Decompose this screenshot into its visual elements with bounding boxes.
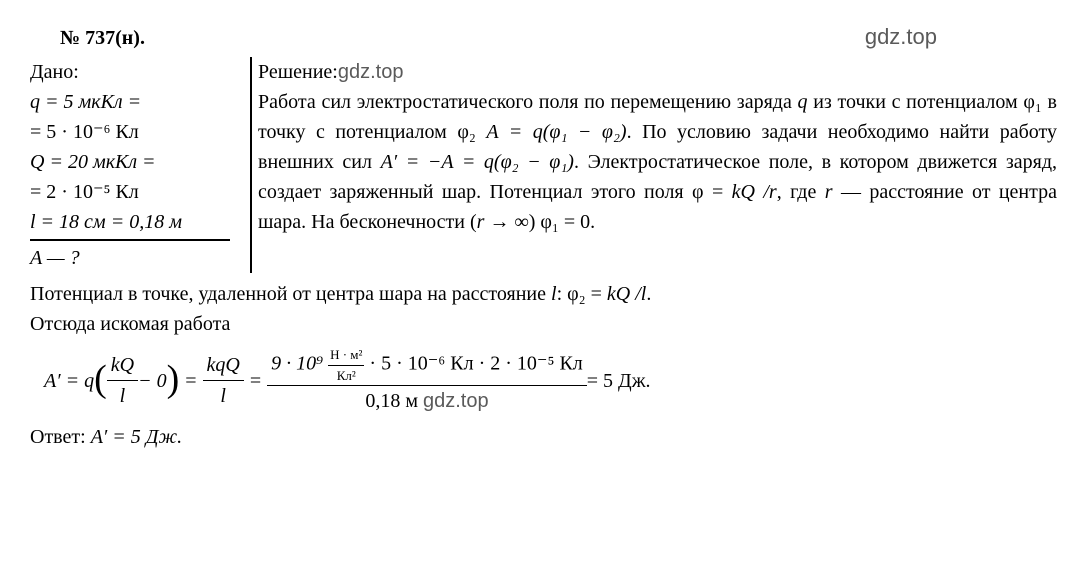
below-text-3: Отсюда искомая работа: [30, 313, 230, 335]
answer-value: A′ = 5 Дж.: [91, 426, 182, 448]
solution-eq-1: A = q(φ₁ − φ₂): [486, 121, 626, 143]
given-Q-line2: = 2 · 10⁻⁵ Кл: [30, 177, 250, 207]
watermark-inline-2: gdz.top: [423, 390, 489, 412]
given-title: Дано:: [30, 57, 250, 87]
eq-big-den: 0,18 м gdz.top: [267, 386, 587, 416]
eq-big-num-1: 9 · 10⁹: [271, 353, 328, 375]
vertical-divider: [250, 57, 252, 273]
eq-frac-1-den: l: [107, 381, 138, 411]
solution-title: Решение:: [258, 61, 338, 83]
answer-line: Ответ: A′ = 5 Дж.: [30, 422, 1057, 452]
unit-fraction: Н · м²Кл²: [328, 345, 364, 385]
solution-text-1g: ) φ₁ = 0.: [529, 211, 595, 233]
answer-label: Ответ:: [30, 426, 91, 448]
eq-equals-2: =: [250, 366, 261, 396]
given-Q-line1: Q = 20 мкКл =: [30, 147, 250, 177]
eq-frac-1-num: kQ: [107, 350, 138, 381]
below-eq: kQ /l: [607, 283, 646, 305]
watermark-top: gdz.top: [865, 20, 1057, 53]
given-find: A — ?: [30, 243, 250, 273]
eq-result: = 5 Дж.: [587, 366, 651, 396]
watermark-inline-1: gdz.top: [338, 61, 404, 83]
given-column: Дано: q = 5 мкКл = = 5 · 10⁻⁶ Кл Q = 20 …: [30, 57, 250, 273]
eq-paren-rest: − 0: [138, 366, 167, 396]
unit-den: Кл²: [328, 366, 364, 386]
eq-big-num: 9 · 10⁹ Н · м²Кл² · 5 · 10⁻⁶ Кл · 2 · 10…: [267, 345, 587, 386]
eq-big-num-2: · 5 · 10⁻⁶ Кл · 2 · 10⁻⁵ Кл: [364, 353, 582, 375]
given-divider-line: [30, 239, 230, 241]
given-q-line1: q = 5 мкКл =: [30, 87, 250, 117]
given-l-line: l = 18 см = 0,18 м: [30, 207, 250, 237]
solution-text-1a: Работа сил электростатического поля по п…: [258, 91, 798, 113]
unit-num: Н · м²: [328, 345, 364, 366]
below-text-2c: .: [646, 283, 651, 305]
eq-frac-2-num: kqQ: [203, 350, 244, 381]
two-column-layout: Дано: q = 5 мкКл = = 5 · 10⁻⁶ Кл Q = 20 …: [30, 57, 1057, 273]
solution-eq-3: kQ /r: [732, 181, 777, 203]
eq-equals-1: =: [185, 366, 196, 396]
solution-text-1e: , где: [777, 181, 825, 203]
eq-frac-big: 9 · 10⁹ Н · м²Кл² · 5 · 10⁻⁶ Кл · 2 · 10…: [267, 345, 587, 416]
given-q-line2: = 5 · 10⁻⁶ Кл: [30, 117, 250, 147]
solution-column: Решение:gdz.top Работа сил электростатич…: [258, 57, 1057, 273]
problem-number: № 737(н).: [30, 23, 145, 53]
eq-frac-2-den: l: [203, 381, 244, 411]
below-text-2b: : φ₂ =: [557, 283, 607, 305]
solution-eq-2: A′ = −A = q(φ₂ − φ₁): [381, 151, 574, 173]
main-equation: A′ = q ( kQ l − 0 ) = kqQ l = 9 · 10⁹ Н …: [30, 345, 1057, 416]
below-text-2a: Потенциал в точке, удаленной от центра ш…: [30, 283, 551, 305]
eq-big-den-1: 0,18 м: [365, 390, 423, 412]
below-section: Потенциал в точке, удаленной от центра ш…: [30, 279, 1057, 339]
eq-frac-2: kqQ l: [203, 350, 244, 411]
eq-lhs: A′ = q: [44, 366, 94, 396]
eq-frac-1: kQ l: [107, 350, 138, 411]
solution-eq-4: r → ∞: [477, 211, 529, 233]
